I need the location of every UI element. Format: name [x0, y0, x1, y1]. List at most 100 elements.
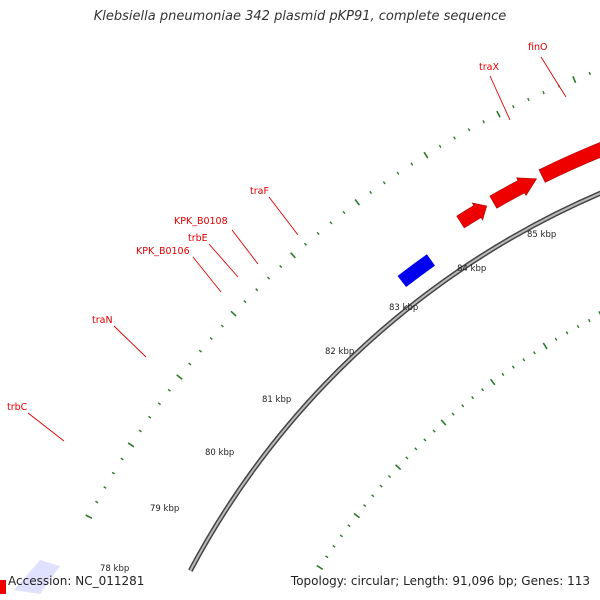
tick-mark	[111, 471, 116, 475]
tick-mark	[395, 464, 402, 471]
tick-mark	[138, 429, 142, 433]
label-leader-trbe	[208, 243, 239, 278]
tick-mark	[533, 351, 536, 355]
tick-mark	[396, 171, 400, 175]
tick-mark	[405, 456, 409, 460]
tick-mark	[243, 300, 247, 304]
tick-mark	[542, 342, 548, 350]
tick-mark	[325, 555, 329, 559]
scale-label: 81 kbp	[262, 395, 291, 405]
tick-mark	[95, 500, 99, 504]
tick-mark	[451, 412, 455, 416]
tick-mark	[423, 438, 427, 442]
tick-mark	[572, 75, 577, 84]
scale-label: 84 kbp	[457, 264, 486, 274]
tick-mark	[410, 162, 414, 166]
tick-mark	[512, 104, 515, 109]
tick-mark	[511, 365, 515, 369]
tick-mark	[471, 396, 475, 400]
tick-mark	[332, 544, 336, 548]
tick-mark	[527, 97, 530, 102]
tick-mark	[255, 288, 259, 292]
tick-mark	[414, 447, 418, 451]
tick-mark	[120, 457, 124, 461]
tick-mark	[467, 128, 471, 132]
gene-track	[0, 142, 600, 594]
tick-mark	[290, 252, 296, 259]
tick-mark	[316, 564, 324, 570]
scale-label: 83 kbp	[389, 303, 418, 313]
gene-label-tran: traN	[92, 315, 113, 326]
tick-mark	[198, 349, 203, 353]
scale-label: 78 kbp	[100, 564, 129, 574]
label-leader-kpk_b0106	[192, 256, 222, 293]
label-leader-trbc	[27, 412, 65, 442]
gene-label-trax: traX	[479, 62, 499, 73]
scale-label: 80 kbp	[205, 448, 234, 458]
tick-mark	[148, 415, 152, 419]
tick-mark	[423, 151, 429, 159]
tick-mark	[481, 388, 485, 392]
label-leader-trax	[489, 75, 511, 121]
tick-mark	[432, 429, 436, 433]
gene-label-kpk_b0108: KPK_B0108	[174, 216, 228, 227]
tick-mark	[482, 120, 485, 124]
gene-arrow-reverse	[397, 254, 435, 288]
scale-label: 79 kbp	[150, 504, 179, 514]
tick-mark	[387, 475, 392, 479]
tick-mark	[542, 90, 545, 95]
tick-mark	[103, 486, 107, 489]
tick-mark	[371, 494, 375, 498]
gene-label-kpk_b0106: KPK_B0106	[136, 246, 190, 257]
gene-edge-marker	[0, 580, 6, 594]
tick-mark	[342, 210, 346, 215]
tick-mark	[440, 419, 447, 426]
tick-mark	[379, 484, 383, 488]
tick-mark	[576, 324, 580, 329]
tick-mark	[354, 199, 361, 206]
outer-tick-ring	[85, 71, 591, 520]
scale-labels: 78 kbp 79 kbp 80 kbp 81 kbp 82 kbp 83 kbp 84 k…	[100, 230, 556, 574]
gene-label-fino: finO	[528, 42, 547, 53]
tick-mark	[176, 374, 183, 380]
gene-arrow-pre	[456, 202, 488, 229]
gene-arrow-tran	[538, 142, 600, 183]
tick-mark	[501, 372, 505, 377]
gene-labels: trbC traN KPK_B0106 trbE KPK_B0108 traF traX fi…	[7, 42, 567, 442]
gene-arrow-trbc	[489, 177, 538, 209]
scale-label: 85 kbp	[527, 230, 556, 240]
scale-label: 82 kbp	[325, 347, 354, 357]
tick-mark	[489, 378, 496, 386]
tick-mark	[339, 534, 344, 538]
tick-mark	[188, 362, 192, 366]
tick-mark	[363, 504, 367, 508]
tick-mark	[209, 336, 213, 340]
tick-mark	[522, 358, 526, 362]
accession-text: Accession: NC_011281	[8, 574, 145, 588]
tick-mark	[303, 242, 307, 246]
tick-mark	[329, 221, 333, 225]
label-leader-fino	[540, 56, 567, 98]
tick-mark	[438, 144, 442, 149]
tick-mark	[382, 181, 386, 185]
label-leader-traf	[268, 196, 299, 236]
tick-mark	[279, 264, 283, 269]
label-leader-tran	[113, 325, 147, 358]
label-leader-kpk_b0108	[231, 229, 259, 265]
tick-mark	[220, 324, 224, 328]
tick-mark	[127, 442, 135, 448]
gene-label-trbe: trbE	[188, 233, 208, 244]
topology-stats: Topology: circular; Length: 91,096 bp; G…	[290, 574, 590, 588]
tick-mark	[496, 110, 501, 118]
gene-label-traf: traF	[250, 186, 269, 197]
backbone-highlight	[189, 192, 600, 572]
tick-mark	[588, 71, 591, 76]
tick-mark	[453, 136, 456, 140]
reverse-shadow	[14, 560, 60, 594]
sequence-backbone	[188, 190, 600, 572]
tick-mark	[587, 318, 591, 323]
map-title: Klebsiella pneumoniae 342 plasmid pKP91,…	[93, 9, 507, 24]
tick-mark	[85, 514, 93, 520]
tick-mark	[347, 524, 351, 528]
